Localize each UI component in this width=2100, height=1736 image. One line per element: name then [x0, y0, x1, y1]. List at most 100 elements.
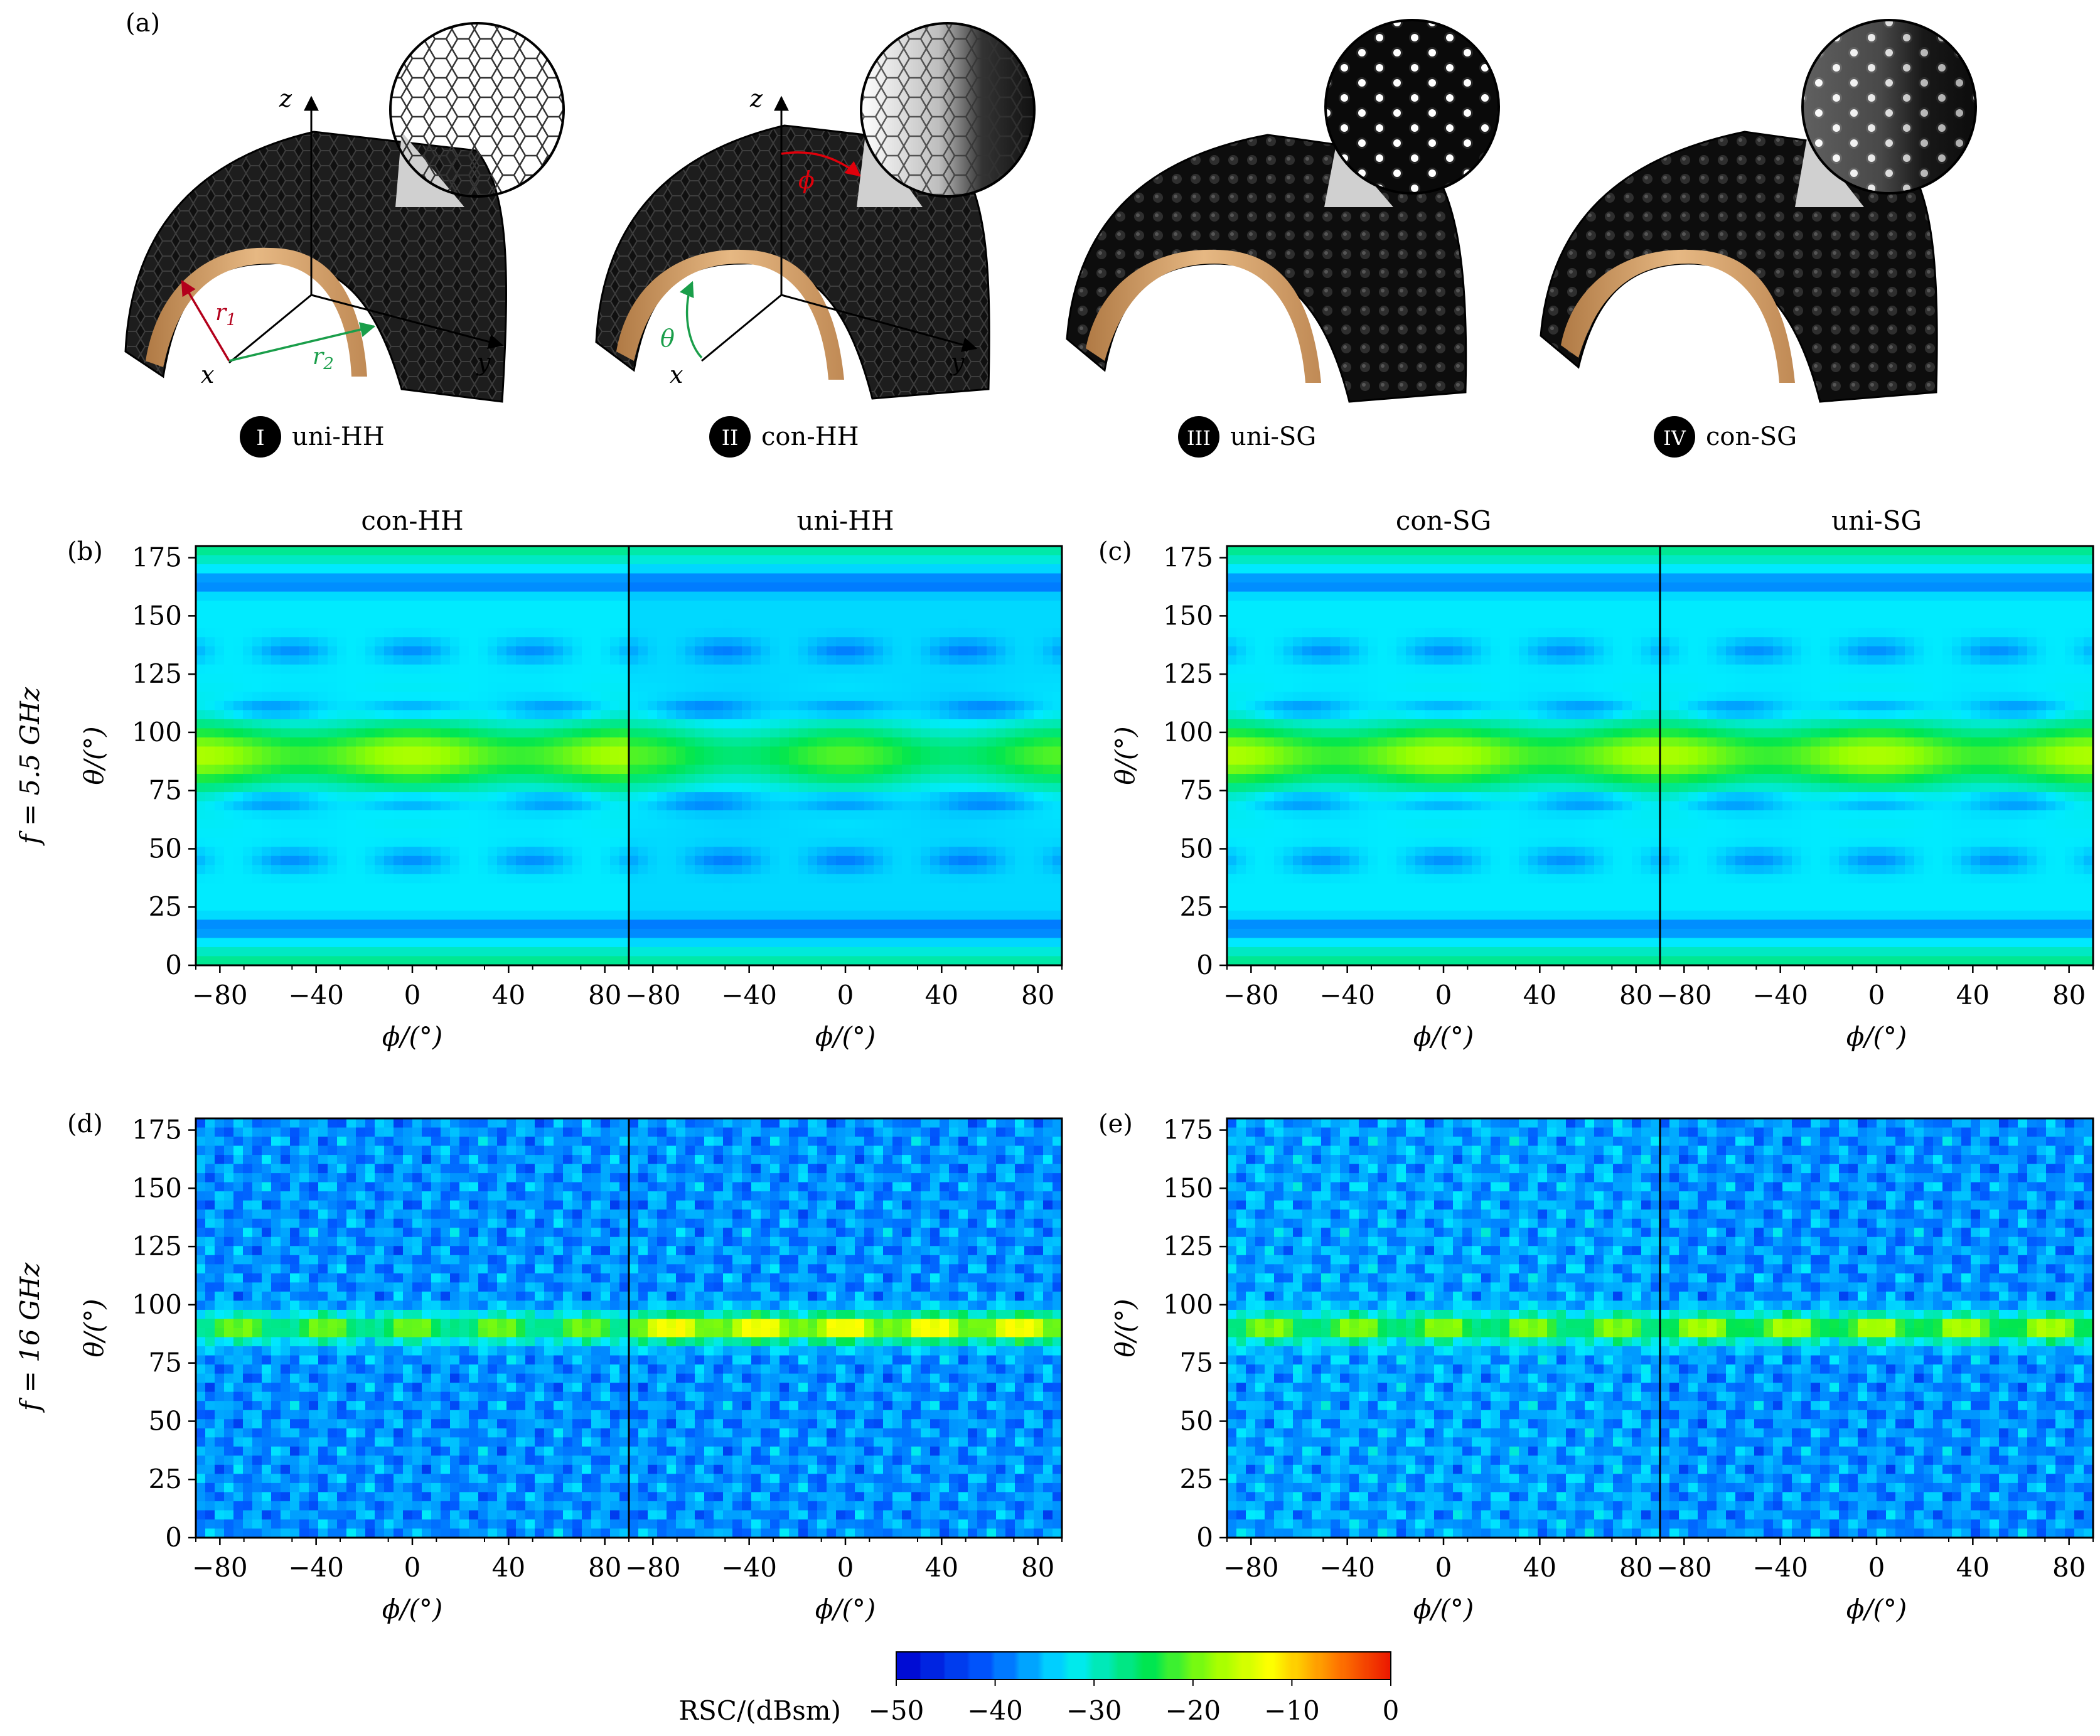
heatmap-cell [667, 601, 677, 611]
heatmap-cell [497, 847, 507, 857]
heatmap-cell [1043, 591, 1053, 601]
heatmap-cell [855, 810, 865, 820]
heatmap-cell [422, 783, 432, 793]
heatmap-cell [384, 801, 394, 811]
heatmap-cell [704, 710, 714, 720]
heatmap-cell [958, 837, 968, 847]
heatmap-cell [704, 938, 714, 948]
heatmap-cell [930, 637, 940, 647]
heatmap-cell [742, 573, 752, 583]
heatmap-cell [290, 819, 300, 829]
heatmap-cell [779, 928, 790, 939]
heatmap-cell [412, 938, 422, 948]
heatmap-cell [1024, 874, 1034, 884]
heatmap-cell [761, 892, 771, 902]
roman-badge [1654, 416, 1695, 458]
heatmap-cell [601, 728, 611, 738]
heatmap-cell [554, 628, 564, 638]
heatmap-cell [450, 910, 460, 920]
heatmap-cell [638, 828, 648, 839]
heatmap-cell [205, 819, 215, 829]
heatmap-cell [450, 764, 460, 774]
heatmap-cell [1246, 737, 1256, 747]
heatmap-cell [648, 692, 658, 702]
heatmap-cell [761, 546, 771, 556]
heatmap-cell [1293, 938, 1303, 948]
heatmap-cell [1015, 774, 1025, 784]
heatmap-cell [299, 956, 309, 966]
heatmap-cell [770, 637, 780, 647]
heatmap-cell [205, 582, 215, 592]
heatmap-cell [365, 601, 375, 611]
heatmap-cell [1255, 819, 1265, 829]
heatmap-cell [1043, 847, 1053, 857]
heatmap-cell [1331, 865, 1341, 875]
heatmap-cell [619, 783, 629, 793]
heatmap-cell [544, 646, 554, 656]
heatmap-cell [1227, 792, 1237, 802]
heatmap-cell [1034, 746, 1044, 756]
heatmap-cell [346, 892, 356, 902]
heatmap-cell [695, 756, 705, 766]
heatmap-cell [676, 865, 686, 875]
heatmap-cell [591, 710, 601, 720]
heatmap-cell [591, 601, 601, 611]
heatmap-cell [1255, 892, 1265, 902]
heatmap-cell [798, 774, 808, 784]
heatmap-cell [1246, 847, 1256, 857]
heatmap-cell [685, 555, 695, 565]
heatmap-cell [1331, 756, 1341, 766]
heatmap-cell [667, 883, 677, 893]
heatmap-cell [676, 573, 686, 583]
heatmap-cell [554, 865, 564, 875]
heatmap-cell [450, 673, 460, 683]
heatmap-cell [299, 601, 309, 611]
heatmap-cell [751, 728, 761, 738]
heatmap-cell [1312, 946, 1322, 957]
heatmap-cell [845, 801, 855, 811]
heatmap-cell [789, 892, 799, 902]
heatmap-cell [1331, 710, 1341, 720]
heatmap-cell [431, 910, 441, 920]
heatmap-cell [1053, 810, 1063, 820]
heatmap-cell [798, 828, 808, 839]
heatmap-cell [638, 756, 648, 766]
heatmap-cell [497, 810, 507, 820]
heatmap-cell [977, 828, 987, 839]
heatmap-cell [1283, 700, 1294, 710]
heatmap-cell [469, 938, 479, 948]
heatmap-cell [789, 919, 799, 930]
heatmap-cell [375, 883, 385, 893]
heatmap-cell [1015, 928, 1025, 939]
heatmap-cell [714, 810, 724, 820]
heatmap-cell [431, 837, 441, 847]
heatmap-cell [544, 719, 554, 729]
heatmap-cell [685, 673, 695, 683]
heatmap-cell [1340, 564, 1350, 574]
heatmap-cell [629, 919, 639, 930]
heatmap-cell [205, 646, 215, 656]
heatmap-cell [732, 946, 742, 957]
heatmap-cell [1293, 847, 1303, 857]
heatmap-cell [958, 573, 968, 583]
heatmap-cell [836, 756, 846, 766]
heatmap-cell [1283, 628, 1294, 638]
heatmap-cell [1293, 746, 1303, 756]
heatmap-cell [224, 928, 234, 939]
heatmap-cell [808, 564, 818, 574]
heatmap-cell [732, 837, 742, 847]
heatmap-cell [723, 919, 733, 930]
heatmap-cell [874, 591, 884, 601]
heatmap-cell [441, 655, 451, 665]
heatmap-cell [196, 555, 206, 565]
heatmap-cell [233, 956, 244, 966]
heatmap-cell [921, 837, 931, 847]
heatmap-cell [1331, 646, 1341, 656]
heatmap-cell [516, 810, 526, 820]
heatmap-cell [958, 546, 968, 556]
heatmap-cell [1265, 956, 1275, 966]
heatmap-cell [1236, 728, 1246, 738]
heatmap-cell [1053, 555, 1063, 565]
heatmap-cell [591, 810, 601, 820]
heatmap-cell [591, 628, 601, 638]
